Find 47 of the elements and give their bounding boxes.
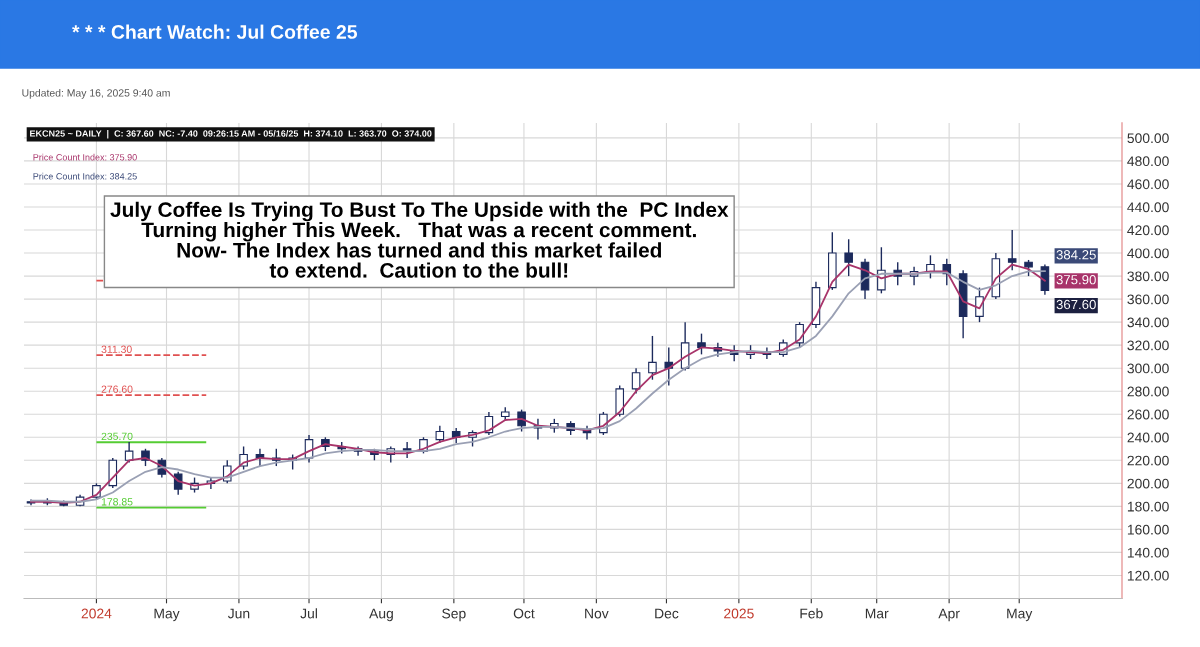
ref-line-label: 311.30	[101, 345, 132, 353]
y-tick-label: 180.00	[1127, 501, 1169, 512]
y-tick-label: 300.00	[1127, 363, 1169, 374]
annotation: EKCN25 ~ DAILY | C: 367.60 NC: -7.40 09:26:15 AM - 05/16/25 H: 374.10 L: 363.70 O: 374.00	[30, 130, 432, 139]
x-tick-label: 2025	[724, 608, 754, 619]
x-tick-label: Dec	[655, 608, 679, 619]
y-tick-label: 120.00	[1127, 570, 1169, 581]
ref-line-label: 235.70	[101, 432, 133, 441]
y-tick-label: 200.00	[1127, 478, 1169, 489]
chart-title: * * * Chart Watch: Jul Coffee 25	[72, 24, 358, 39]
x-tick-label: Mar	[865, 608, 889, 619]
y-tick-label: 440.00	[1127, 202, 1169, 213]
x-tick-label: Jun	[227, 608, 250, 619]
x-tick-label: Apr	[938, 608, 960, 622]
x-tick-label: Oct	[513, 608, 535, 619]
y-tick-label: 380.00	[1127, 271, 1169, 282]
y-tick-label: 260.00	[1127, 409, 1169, 420]
x-tick-label: May	[154, 608, 180, 622]
y-tick-label: 500.00	[1127, 133, 1169, 144]
chart-subtitle: Updated: May 16, 2025 9:40 am	[22, 88, 170, 99]
y-tick-label: 160.00	[1127, 524, 1169, 535]
annotation: July Coffee Is Trying To Bust To The Upside with the PC Index Turning higher This Week. That was a recent comment. Now- The Index has turned and this market failed to extend. Caution to the bull!	[110, 201, 729, 278]
annotation: Price Count Index: 375.90	[33, 153, 137, 161]
ref-line-label: 178.85	[101, 498, 133, 506]
y-tick-label: 220.00	[1127, 455, 1169, 466]
ref-line-label: 276.60	[101, 385, 133, 393]
y-tick-label: 480.00	[1127, 156, 1169, 167]
y-tick-label: 140.00	[1127, 547, 1169, 558]
x-tick-label: Feb	[800, 608, 823, 619]
y-tick-label: 280.00	[1127, 386, 1169, 397]
annotation: 367.60	[1056, 299, 1096, 310]
x-tick-label: Sep	[442, 608, 466, 622]
annotation: 384.25	[1056, 250, 1096, 260]
x-tick-label: 2024	[81, 608, 112, 619]
y-tick-label: 320.00	[1127, 340, 1169, 351]
y-tick-label: 240.00	[1127, 432, 1169, 443]
annotation: Price Count Index: 384.25	[33, 172, 137, 180]
x-tick-label: Nov	[585, 608, 609, 619]
y-tick-label: 420.00	[1127, 225, 1169, 236]
y-tick-label: 340.00	[1127, 317, 1169, 328]
y-tick-label: 460.00	[1127, 179, 1169, 190]
annotation: 375.90	[1056, 274, 1096, 285]
x-tick-label: Aug	[369, 608, 393, 622]
y-tick-label: 360.00	[1127, 294, 1169, 305]
x-tick-label: May	[1007, 608, 1033, 622]
y-tick-label: 400.00	[1127, 248, 1169, 259]
x-tick-label: Jul	[300, 608, 317, 619]
